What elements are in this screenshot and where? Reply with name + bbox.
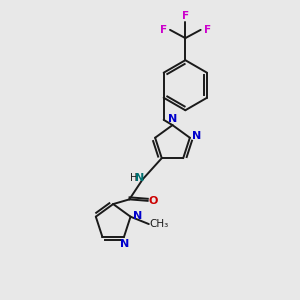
Text: F: F [182, 11, 189, 21]
Text: N: N [121, 239, 130, 249]
Text: F: F [160, 25, 167, 35]
Text: H: H [130, 172, 137, 183]
Text: N: N [192, 131, 202, 141]
Text: N: N [133, 211, 142, 220]
Text: F: F [204, 25, 211, 35]
Text: N: N [169, 114, 178, 124]
Text: N: N [135, 172, 144, 183]
Text: O: O [149, 196, 158, 206]
Text: CH₃: CH₃ [149, 219, 168, 229]
